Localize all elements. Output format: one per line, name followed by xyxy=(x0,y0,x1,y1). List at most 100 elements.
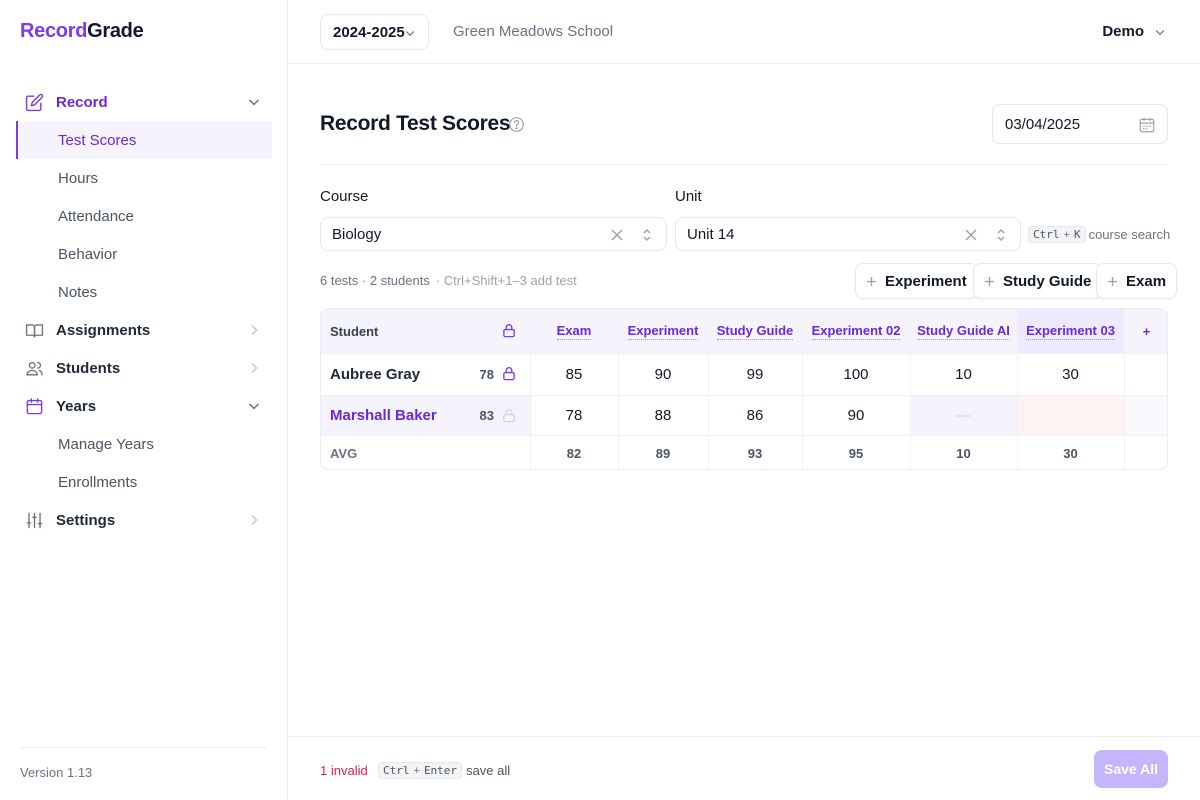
column-header-experiment-02[interactable]: Experiment 02 xyxy=(802,309,910,353)
student-name: Marshall Baker xyxy=(330,406,437,424)
title-divider xyxy=(320,164,1168,165)
sidebar-item-behavior[interactable]: Behavior xyxy=(58,245,118,263)
column-divider xyxy=(1017,309,1018,469)
student-name-cell[interactable]: Marshall Baker 83 xyxy=(321,395,530,435)
column-divider xyxy=(910,353,911,469)
score-cell[interactable]: 85 xyxy=(565,365,583,383)
sidebar-item-settings[interactable]: Settings xyxy=(16,501,272,539)
table-header-row: Student Exam Experiment Study Guide Expe… xyxy=(321,309,1167,353)
score-cell[interactable]: 10 xyxy=(955,365,972,383)
row-divider xyxy=(321,395,1167,396)
help-icon[interactable] xyxy=(508,116,525,133)
year-select[interactable]: 2024-2025 xyxy=(320,14,429,50)
add-exam-button[interactable]: Exam xyxy=(1096,263,1178,299)
score-cell[interactable]: 30 xyxy=(1062,365,1079,383)
clear-icon[interactable] xyxy=(964,228,978,242)
unlock-icon[interactable] xyxy=(502,408,516,423)
score-cell[interactable]: 78 xyxy=(565,406,583,424)
score-cell[interactable]: 100 xyxy=(843,365,869,383)
average-cell: 30 xyxy=(1063,446,1078,461)
unit-value: Unit 14 xyxy=(687,225,735,243)
score-cell-empty[interactable]: — xyxy=(910,395,1017,435)
kbd-ctrl: Ctrl xyxy=(1033,228,1060,241)
sidebar-item-record[interactable]: Record xyxy=(16,83,272,121)
score-cell[interactable]: 88 xyxy=(654,406,672,424)
column-divider xyxy=(530,353,531,469)
user-menu[interactable]: Demo xyxy=(1102,23,1166,40)
sidebar-nav: Record Test Scores Hours Attendance Beha… xyxy=(16,83,272,539)
student-name-cell[interactable]: Aubree Gray 78 xyxy=(321,353,530,395)
add-button-label: Experiment xyxy=(885,272,967,290)
sidebar-item-years[interactable]: Years xyxy=(16,387,272,425)
users-icon xyxy=(24,358,44,378)
book-icon xyxy=(24,320,44,340)
chevron-up-down-icon xyxy=(643,229,651,241)
course-search-hint: Ctrl + K course search xyxy=(1028,226,1170,243)
score-cell[interactable]: 99 xyxy=(746,365,764,383)
column-header-label: Study Guide AI xyxy=(917,322,1010,340)
chevron-right-icon xyxy=(251,324,258,336)
save-hint-text: save all xyxy=(466,763,511,778)
add-button-label: Exam xyxy=(1126,272,1167,290)
chevron-right-icon xyxy=(251,362,258,374)
sidebar-item-attendance[interactable]: Attendance xyxy=(58,207,134,225)
sidebar-item-label: Assignments xyxy=(56,321,151,339)
lock-icon[interactable] xyxy=(502,323,516,338)
column-header-label: Experiment 03 xyxy=(1026,322,1115,340)
column-divider xyxy=(618,353,619,469)
column-header-exam[interactable]: Exam xyxy=(530,309,618,353)
save-all-button[interactable]: Save All xyxy=(1094,750,1168,788)
sidebar-item-manage-years[interactable]: Manage Years xyxy=(58,435,154,453)
score-cell-invalid[interactable] xyxy=(1017,395,1124,435)
add-study-guide-button[interactable]: Study Guide xyxy=(973,263,1103,299)
user-name: Demo xyxy=(1102,23,1144,40)
column-header-experiment-03[interactable]: Experiment 03 xyxy=(1017,309,1124,353)
kbd-ctrl: Ctrl xyxy=(383,764,410,777)
score-cell[interactable]: 90 xyxy=(847,406,865,424)
average-cell: 82 xyxy=(566,446,582,461)
app-version: Version 1.13 xyxy=(20,765,93,780)
lock-icon[interactable] xyxy=(502,366,516,381)
course-select[interactable]: Biology xyxy=(320,217,667,251)
column-divider xyxy=(1124,309,1125,469)
sidebar-item-hours[interactable]: Hours xyxy=(58,169,99,187)
sidebar: RecordGrade Record Test Scores Hours Att… xyxy=(0,0,288,800)
score-cell[interactable]: 90 xyxy=(654,365,672,383)
row-divider xyxy=(321,353,1167,354)
scores-table: Student Exam Experiment Study Guide Expe… xyxy=(320,308,1168,470)
add-experiment-button[interactable]: Experiment xyxy=(855,263,978,299)
average-cell: 93 xyxy=(747,446,763,461)
sidebar-divider xyxy=(20,747,267,748)
unit-select[interactable]: Unit 14 xyxy=(675,217,1021,251)
column-header-experiment[interactable]: Experiment xyxy=(618,309,708,353)
sidebar-item-label: Years xyxy=(56,397,97,415)
empty-cell xyxy=(1124,395,1167,435)
top-bar: 2024-2025 Green Meadows School Demo xyxy=(288,0,1200,64)
add-column-button[interactable]: + xyxy=(1142,323,1151,339)
score-cell[interactable]: 86 xyxy=(746,406,764,424)
save-shortcut-hint: Ctrl + Enter save all xyxy=(378,762,510,779)
sidebar-item-label: Settings xyxy=(56,511,116,529)
sidebar-item-test-scores[interactable]: Test Scores xyxy=(16,121,272,159)
tests-summary: 6 tests · 2 students · Ctrl+Shift+1–3 add… xyxy=(320,273,577,288)
column-header-study-guide-ai[interactable]: Study Guide AI xyxy=(910,309,1017,353)
sidebar-item-enrollments[interactable]: Enrollments xyxy=(58,473,138,491)
column-header-label: Experiment xyxy=(627,322,699,340)
sidebar-item-notes[interactable]: Notes xyxy=(58,283,98,301)
column-divider xyxy=(708,353,709,469)
chevron-down-icon xyxy=(1155,30,1165,36)
course-label: Course xyxy=(320,188,369,205)
column-header-study-guide[interactable]: Study Guide xyxy=(708,309,802,353)
average-cell: 89 xyxy=(655,446,671,461)
date-picker[interactable]: 03/04/2025 xyxy=(992,104,1168,144)
sidebar-item-assignments[interactable]: Assignments xyxy=(16,311,272,349)
brand-logo[interactable]: RecordGrade xyxy=(20,20,144,43)
average-cell: 95 xyxy=(848,446,864,461)
chevron-down-icon xyxy=(405,31,415,37)
kbd-plus: + xyxy=(413,764,420,777)
calendar-icon xyxy=(1139,117,1155,133)
sidebar-item-students[interactable]: Students xyxy=(16,349,272,387)
clear-icon[interactable] xyxy=(610,228,624,242)
school-name: Green Meadows School xyxy=(453,23,614,40)
student-average: 78 xyxy=(479,366,494,382)
